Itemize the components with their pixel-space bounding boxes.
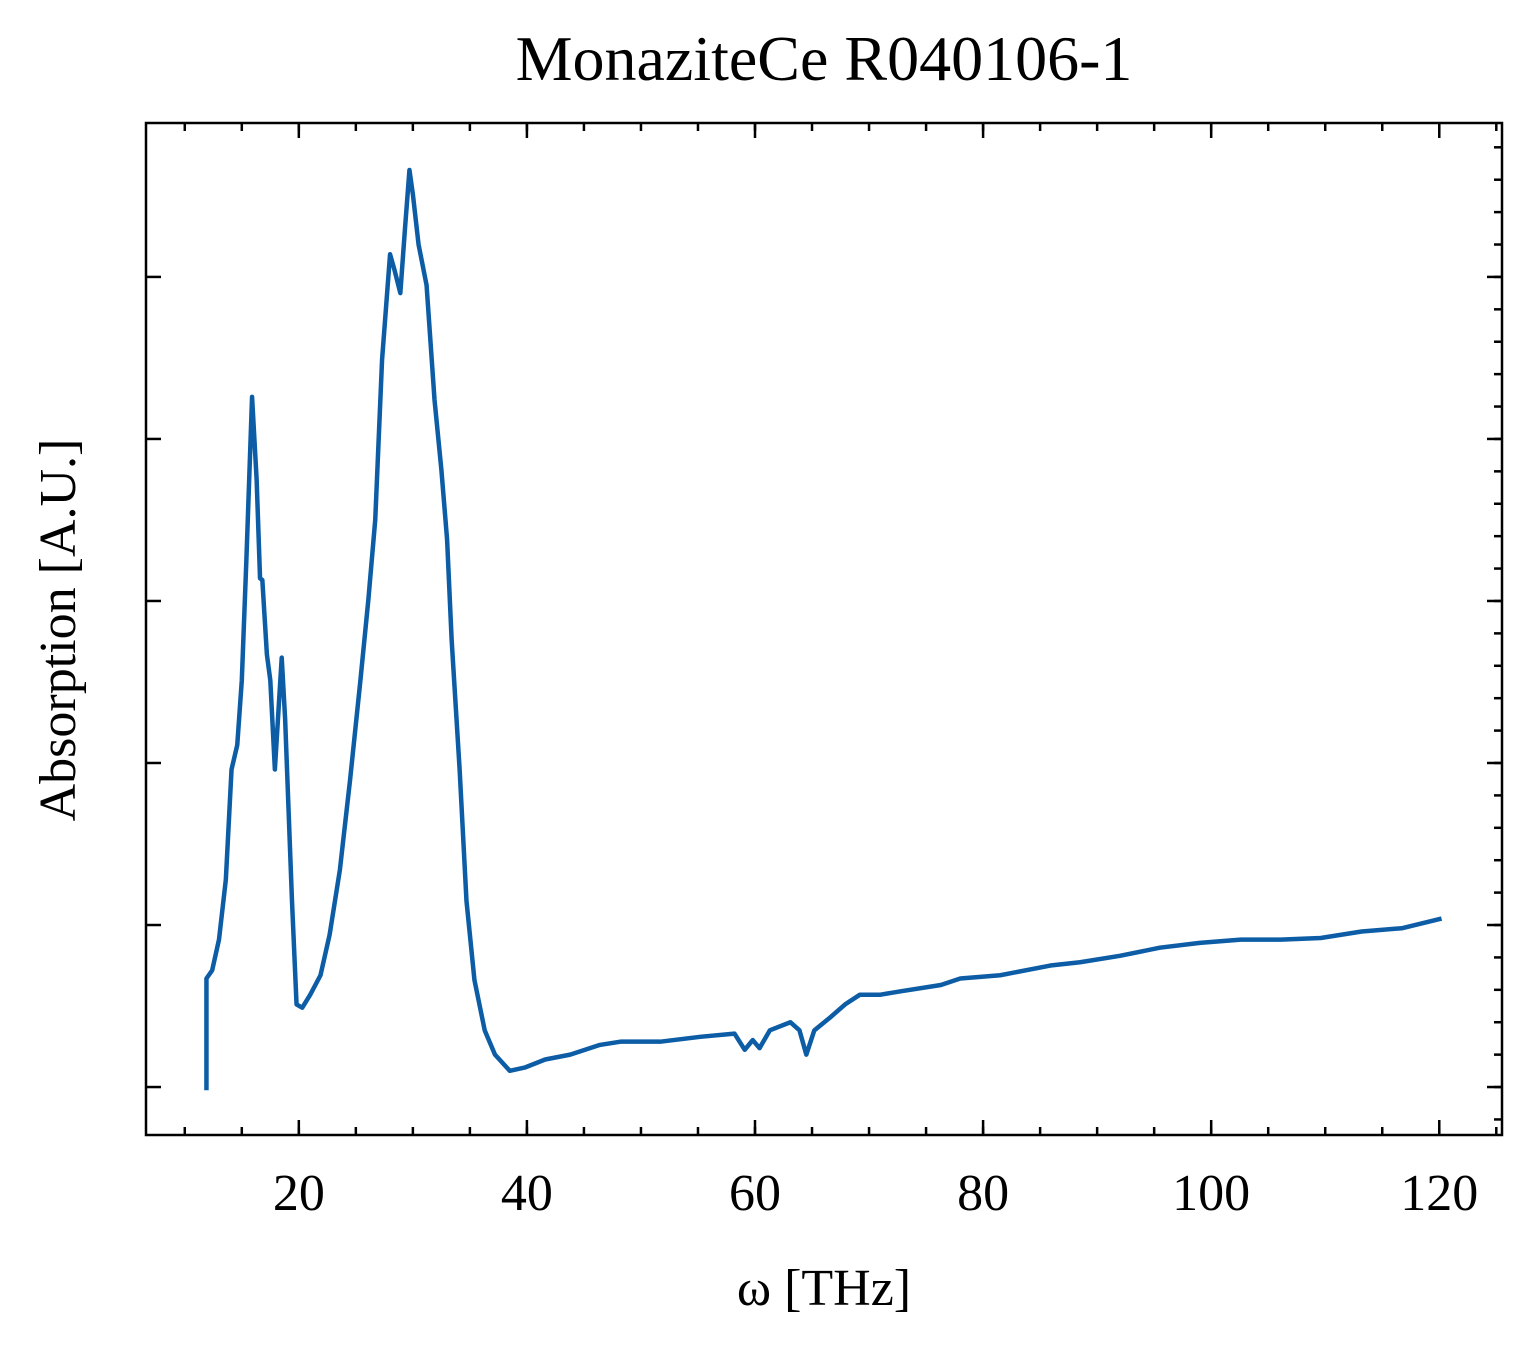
x-tick-label: 100 (1172, 1165, 1250, 1222)
plot-frame (144, 121, 1504, 1137)
chart-title: MonaziteCe R040106-1 (516, 23, 1133, 94)
x-tick-label: 80 (957, 1165, 1009, 1222)
x-tick-label: 20 (273, 1165, 325, 1222)
data-line (204, 167, 1443, 1091)
y-axis-label: Absorption [A.U.] (30, 439, 87, 822)
x-tick-label: 40 (501, 1165, 553, 1222)
x-axis-label: ω [THz] (737, 1260, 911, 1317)
x-tick-label: 60 (729, 1165, 781, 1222)
x-tick-label: 120 (1400, 1165, 1478, 1222)
